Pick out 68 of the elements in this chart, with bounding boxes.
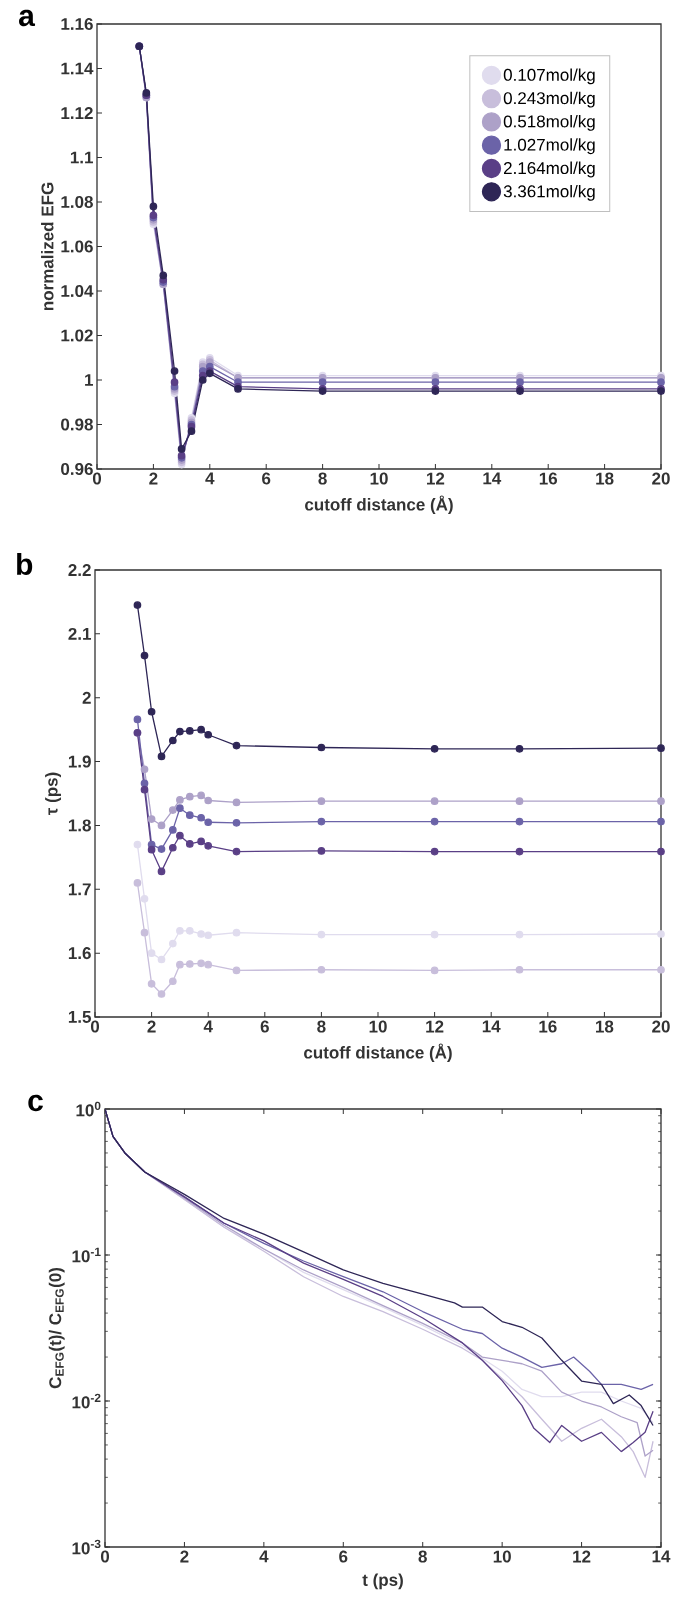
x-tick-label: 8 (318, 472, 327, 485)
y-axis-title: C$_{EFG}$(t)/ C$_{EFG}$(0) (48, 1268, 65, 1389)
y-tick-label: 1.14 (61, 62, 94, 75)
legend-label: 0.518mol/kg (503, 114, 595, 131)
chart-title: a (19, 9, 36, 27)
y-tick-label: 1.9 (68, 755, 91, 768)
chart-title: b (17, 552, 33, 576)
y-tick-label: 1.16 (61, 17, 93, 31)
x-tick-label: 4 (259, 1550, 269, 1563)
x-tick-label: 2 (180, 1550, 189, 1563)
x-tick-label: 18 (596, 472, 614, 485)
x-tick-label: 4 (205, 472, 215, 485)
y-tick-label: 1.6 (68, 947, 91, 960)
legend-label: 3.361mol/kg (503, 184, 595, 201)
y-tick-label: 1.08 (61, 195, 93, 209)
y-tick-label: 1.8 (68, 819, 91, 832)
x-tick-label: 0 (90, 1020, 100, 1033)
chart-title: c (28, 1094, 43, 1112)
x-tick-label: 20 (652, 472, 670, 485)
x-tick-label: 0 (92, 472, 102, 485)
x-tick-label: 12 (427, 472, 445, 485)
y-tick-label: 1.06 (61, 240, 93, 253)
y-tick-label: 1.7 (68, 883, 91, 896)
x-tick-label: 6 (260, 1020, 269, 1033)
y-tick-label: 10$^{-1}$ (72, 1247, 101, 1263)
x-tick-label: 6 (262, 472, 271, 485)
x-tick-label: 10 (493, 1550, 511, 1563)
legend-label: 0.243mol/kg (503, 91, 595, 108)
x-tick-label: 8 (317, 1020, 326, 1033)
x-tick-label: 14 (483, 472, 502, 485)
x-tick-label: 10 (370, 472, 388, 485)
y-tick-label: 1.04 (61, 284, 94, 298)
y-tick-label: 10$^{0}$ (76, 1101, 101, 1117)
y-tick-label: 0.96 (61, 462, 93, 476)
x-tick-label: 0 (100, 1550, 110, 1563)
y-tick-label: 1 (85, 374, 93, 386)
legend-label: 0.107mol/kg (503, 68, 595, 85)
x-tick-label: 12 (426, 1020, 444, 1033)
x-tick-label: 14 (652, 1550, 671, 1563)
x-axis-title: cutoff distance (Å) (305, 495, 453, 514)
y-tick-label: 0.98 (61, 418, 93, 431)
x-tick-label: 2 (149, 472, 158, 485)
x-tick-label: 20 (652, 1020, 670, 1033)
y-tick-label: 2.1 (68, 627, 91, 640)
x-axis-title: t (ps) (362, 1573, 403, 1590)
y-tick-label: 1.02 (61, 329, 93, 342)
legend-label: 2.164mol/kg (503, 161, 595, 178)
y-axis-title: normalized EFG (41, 182, 54, 311)
legend-label: 1.027mol/kg (504, 138, 595, 155)
y-tick-label: 1.12 (61, 107, 93, 119)
x-tick-label: 2 (147, 1020, 156, 1033)
x-axis-title: cutoff distance (Å) (304, 1043, 452, 1062)
y-axis-title: τ (ps) (45, 772, 61, 816)
x-tick-label: 6 (339, 1550, 348, 1563)
x-tick-label: 10 (369, 1020, 387, 1033)
y-tick-label: 10$^{-3}$ (72, 1539, 101, 1555)
y-tick-label: 2.2 (68, 564, 91, 576)
y-tick-label: 2 (82, 691, 91, 704)
y-tick-label: 1.1 (70, 151, 93, 164)
x-tick-label: 4 (203, 1020, 213, 1033)
y-tick-label: 1.5 (68, 1011, 91, 1023)
x-tick-label: 12 (573, 1550, 591, 1563)
y-tick-label: 10$^{-2}$ (72, 1393, 101, 1409)
x-tick-label: 18 (596, 1020, 614, 1033)
x-tick-label: 14 (482, 1020, 501, 1033)
x-tick-label: 8 (418, 1550, 427, 1563)
x-tick-label: 16 (539, 472, 558, 485)
x-tick-label: 16 (539, 1020, 557, 1033)
